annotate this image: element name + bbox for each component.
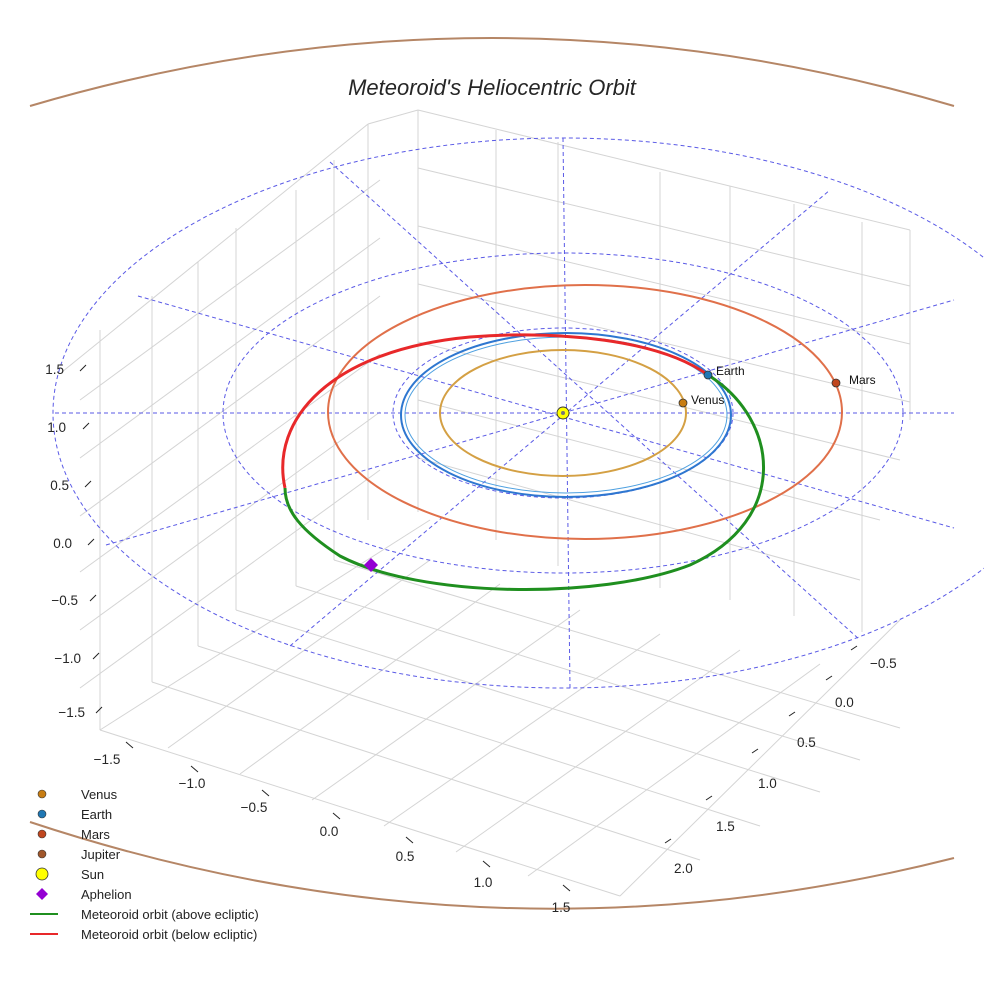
- x-tick-label: 1.5: [552, 900, 571, 915]
- jupiter-orbit: [29, 37, 955, 910]
- circle-marker-icon: [37, 849, 47, 859]
- legend-item-aphelion: Aphelion: [30, 884, 259, 904]
- legend-item-orbit-above: Meteoroid orbit (above ecliptic): [30, 904, 259, 924]
- y-tick-label: 1.0: [758, 776, 777, 791]
- x-tick-label: −0.5: [241, 800, 268, 815]
- line-marker-icon: [30, 933, 58, 935]
- meteoroid-orbit-below-ecliptic: [281, 333, 709, 489]
- z-tick-label: −0.5: [51, 593, 78, 608]
- z-tick-label: 0.5: [50, 478, 69, 493]
- mars-orbit: [327, 284, 843, 540]
- y-tick-label: 1.5: [716, 819, 735, 834]
- diamond-marker-icon: [36, 888, 48, 900]
- z-tick-label: −1.0: [54, 651, 81, 666]
- earth-label: Earth: [716, 364, 745, 378]
- venus-marker: [678, 398, 688, 408]
- venus-orbit: [439, 349, 687, 477]
- legend-label: Meteoroid orbit (below ecliptic): [81, 926, 258, 942]
- mars-label: Mars: [849, 373, 876, 387]
- z-tick-label: 0.0: [53, 536, 72, 551]
- legend-label: Aphelion: [81, 886, 132, 902]
- circle-marker-icon: [37, 829, 47, 839]
- planet-markers: [364, 370, 841, 572]
- legend-item-sun: Sun: [30, 864, 259, 884]
- legend: Venus Earth Mars Jupiter Sun Aphelion Me…: [30, 784, 259, 944]
- sun-marker-core: [561, 411, 565, 415]
- chart-title: Meteoroid's Heliocentric Orbit: [348, 75, 637, 100]
- mars-marker: [831, 378, 841, 388]
- x-tick-label: 1.0: [474, 875, 493, 890]
- legend-item-mars: Mars: [30, 824, 259, 844]
- z-tick-label: 1.0: [47, 420, 66, 435]
- y-tick-label: 0.5: [797, 735, 816, 750]
- x-axis: −1.5 −1.0 −0.5 0.0 0.5 1.0 1.5: [94, 741, 571, 915]
- z-tick-label: −1.5: [58, 705, 85, 720]
- meteoroid-orbit: [281, 333, 765, 591]
- circle-marker-icon: [37, 809, 47, 819]
- z-axis: 1.5 1.0 0.5 0.0 −0.5 −1.0 −1.5: [45, 362, 103, 720]
- legend-item-jupiter: Jupiter: [30, 844, 259, 864]
- line-marker-icon: [30, 913, 58, 915]
- x-tick-label: −1.0: [179, 776, 206, 791]
- legend-label: Sun: [81, 866, 105, 882]
- venus-label: Venus: [691, 393, 724, 407]
- z-tick-label: 1.5: [45, 362, 64, 377]
- legend-label: Meteoroid orbit (above ecliptic): [81, 906, 259, 922]
- earth-marker: [703, 370, 713, 380]
- x-tick-label: −1.5: [94, 752, 121, 767]
- y-tick-label: −0.5: [870, 656, 897, 671]
- legend-item-earth: Earth: [30, 804, 259, 824]
- meteoroid-orbit-above-ecliptic: [283, 373, 765, 591]
- legend-label: Venus: [81, 786, 118, 802]
- y-tick-label: 0.0: [835, 695, 854, 710]
- y-tick-label: 2.0: [674, 861, 693, 876]
- aphelion-marker: [364, 558, 378, 572]
- sun-marker-icon: [35, 867, 49, 881]
- circle-marker-icon: [37, 789, 47, 799]
- legend-label: Jupiter: [81, 846, 121, 862]
- x-tick-label: 0.5: [396, 849, 415, 864]
- legend-item-orbit-below: Meteoroid orbit (below ecliptic): [30, 924, 259, 944]
- legend-item-venus: Venus: [30, 784, 259, 804]
- legend-label: Earth: [81, 806, 113, 822]
- x-tick-label: 0.0: [320, 824, 339, 839]
- legend-label: Mars: [81, 826, 110, 842]
- y-axis: −0.5 0.0 0.5 1.0 1.5 2.0: [664, 645, 897, 876]
